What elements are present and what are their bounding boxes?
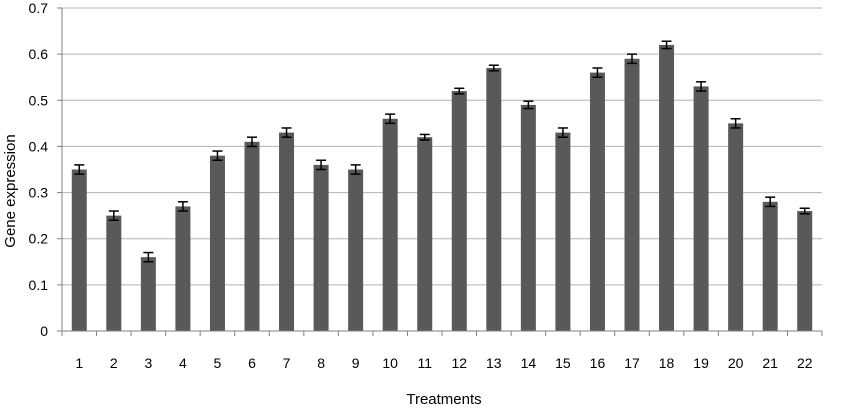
x-tick-label: 9	[352, 355, 360, 371]
y-tick-label: 0.7	[29, 0, 49, 16]
bar	[486, 67, 502, 331]
x-tick-label: 7	[283, 355, 291, 371]
x-tick-label: 8	[317, 355, 325, 371]
x-tick-label: 6	[248, 355, 256, 371]
bar	[382, 118, 398, 331]
x-tick-label: 12	[451, 355, 467, 371]
x-tick-label: 1	[75, 355, 83, 371]
bar	[209, 155, 225, 331]
x-tick-label: 14	[521, 355, 537, 371]
x-tick-label: 13	[486, 355, 502, 371]
bar	[348, 169, 364, 331]
y-tick-label: 0.5	[29, 92, 49, 108]
x-tick-label: 18	[659, 355, 675, 371]
axes	[57, 7, 823, 336]
y-tick-label: 0.1	[29, 277, 49, 293]
bar	[555, 132, 571, 331]
x-tick-label: 20	[728, 355, 744, 371]
x-tick-label: 21	[762, 355, 778, 371]
x-tick-label: 17	[624, 355, 640, 371]
bar	[762, 201, 778, 331]
x-tick-label: 5	[214, 355, 222, 371]
y-tick-label: 0.4	[29, 138, 49, 154]
x-tick-label: 15	[555, 355, 571, 371]
y-axis-title: Gene expression	[2, 134, 19, 247]
error-bars	[74, 40, 810, 263]
x-tick-label: 22	[797, 355, 813, 371]
y-tick-label: 0.6	[29, 46, 49, 62]
bar	[728, 123, 744, 331]
bar	[451, 91, 467, 331]
x-tick-label: 16	[590, 355, 606, 371]
bars	[71, 44, 813, 332]
bar	[659, 44, 675, 332]
x-tick-label: 4	[179, 355, 187, 371]
bar	[175, 206, 191, 331]
x-axis-title: Treatments	[406, 391, 481, 408]
bar	[313, 164, 329, 331]
x-tick-label: 19	[693, 355, 709, 371]
x-tick-label: 10	[382, 355, 398, 371]
bar	[244, 141, 260, 331]
x-tick-labels: 1 2 3 4 5 6 7 8 9 10 11 12 13 14 15 16 17 18 19 20 21 22	[75, 355, 812, 371]
x-tick-label: 11	[417, 355, 432, 371]
bar	[71, 169, 87, 331]
y-tick-label: 0.2	[29, 231, 49, 247]
x-tick-label: 2	[110, 355, 118, 371]
bar	[693, 86, 709, 331]
bar	[589, 72, 605, 331]
bar	[624, 58, 640, 331]
y-tick-label: 0	[40, 323, 48, 339]
bar	[140, 257, 156, 331]
bar	[520, 104, 536, 332]
bar	[797, 211, 813, 331]
x-tick-label: 3	[144, 355, 152, 371]
bar	[279, 132, 295, 331]
bar	[417, 137, 433, 331]
y-tick-labels: 0 0.1 0.2 0.3 0.4 0.5 0.6 0.7	[29, 0, 49, 339]
y-tick-label: 0.3	[29, 185, 49, 201]
bar	[106, 215, 122, 331]
